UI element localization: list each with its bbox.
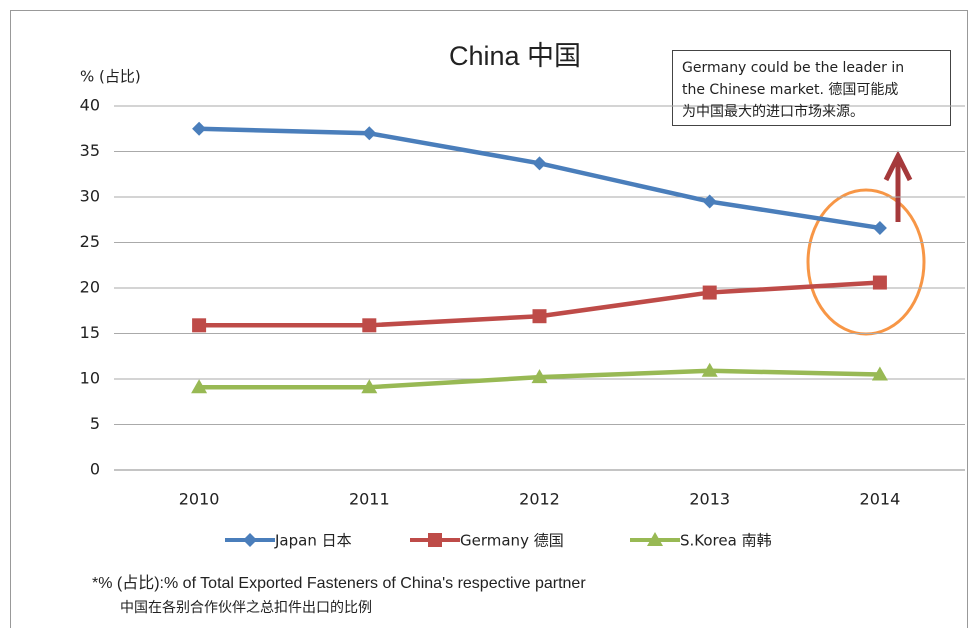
annotation-box (672, 50, 951, 126)
y-tick-label: 40 (80, 96, 100, 115)
footnote: *% (占比):% of Total Exported Fasteners of… (92, 574, 586, 592)
legend-label: Japan 日本 (274, 532, 352, 550)
chart-title: China 中国 (449, 41, 581, 71)
legend-label: S.Korea 南韩 (680, 532, 772, 550)
marker (192, 318, 207, 333)
marker (871, 366, 888, 381)
marker (872, 275, 887, 290)
x-tick-label: 2011 (349, 490, 390, 509)
y-tick-label: 25 (80, 232, 100, 251)
x-tick-label: 2012 (519, 490, 560, 509)
y-tick-label: 20 (80, 278, 100, 297)
x-tick-label: 2010 (179, 490, 220, 509)
marker (701, 362, 718, 377)
marker (362, 126, 377, 141)
marker (243, 533, 257, 547)
highlight-ellipse (806, 188, 926, 336)
legend-label: Germany 德国 (460, 532, 564, 550)
annotation-text: the Chinese market. 德国可能成 (682, 82, 898, 98)
arrow-head (883, 150, 913, 182)
footnote: 中国在各别合作伙伴之总扣件出口的比例 (120, 600, 372, 616)
series-line (199, 126, 881, 231)
marker (647, 532, 663, 546)
marker (191, 379, 208, 394)
x-tick-label: 2014 (860, 490, 901, 509)
marker (532, 309, 547, 324)
y-tick-label: 35 (80, 141, 100, 160)
y-tick-label: 30 (80, 187, 100, 206)
annotation-text: Germany could be the leader in (682, 60, 904, 76)
marker (532, 156, 547, 171)
y-tick-label: 0 (90, 460, 100, 479)
marker (428, 533, 442, 547)
marker (362, 318, 377, 333)
x-tick-label: 2013 (689, 490, 730, 509)
marker (872, 220, 887, 235)
annotation-text: 为中国最大的进口市场来源。 (682, 103, 864, 120)
marker (361, 379, 378, 394)
marker (702, 194, 717, 209)
marker (702, 285, 717, 300)
y-tick-label: 10 (80, 369, 100, 388)
frame (10, 10, 968, 628)
marker (531, 369, 548, 384)
marker (192, 121, 207, 136)
y-axis-label: % (占比) (80, 68, 141, 86)
y-tick-label: 15 (80, 323, 100, 342)
y-tick-label: 5 (90, 414, 100, 433)
